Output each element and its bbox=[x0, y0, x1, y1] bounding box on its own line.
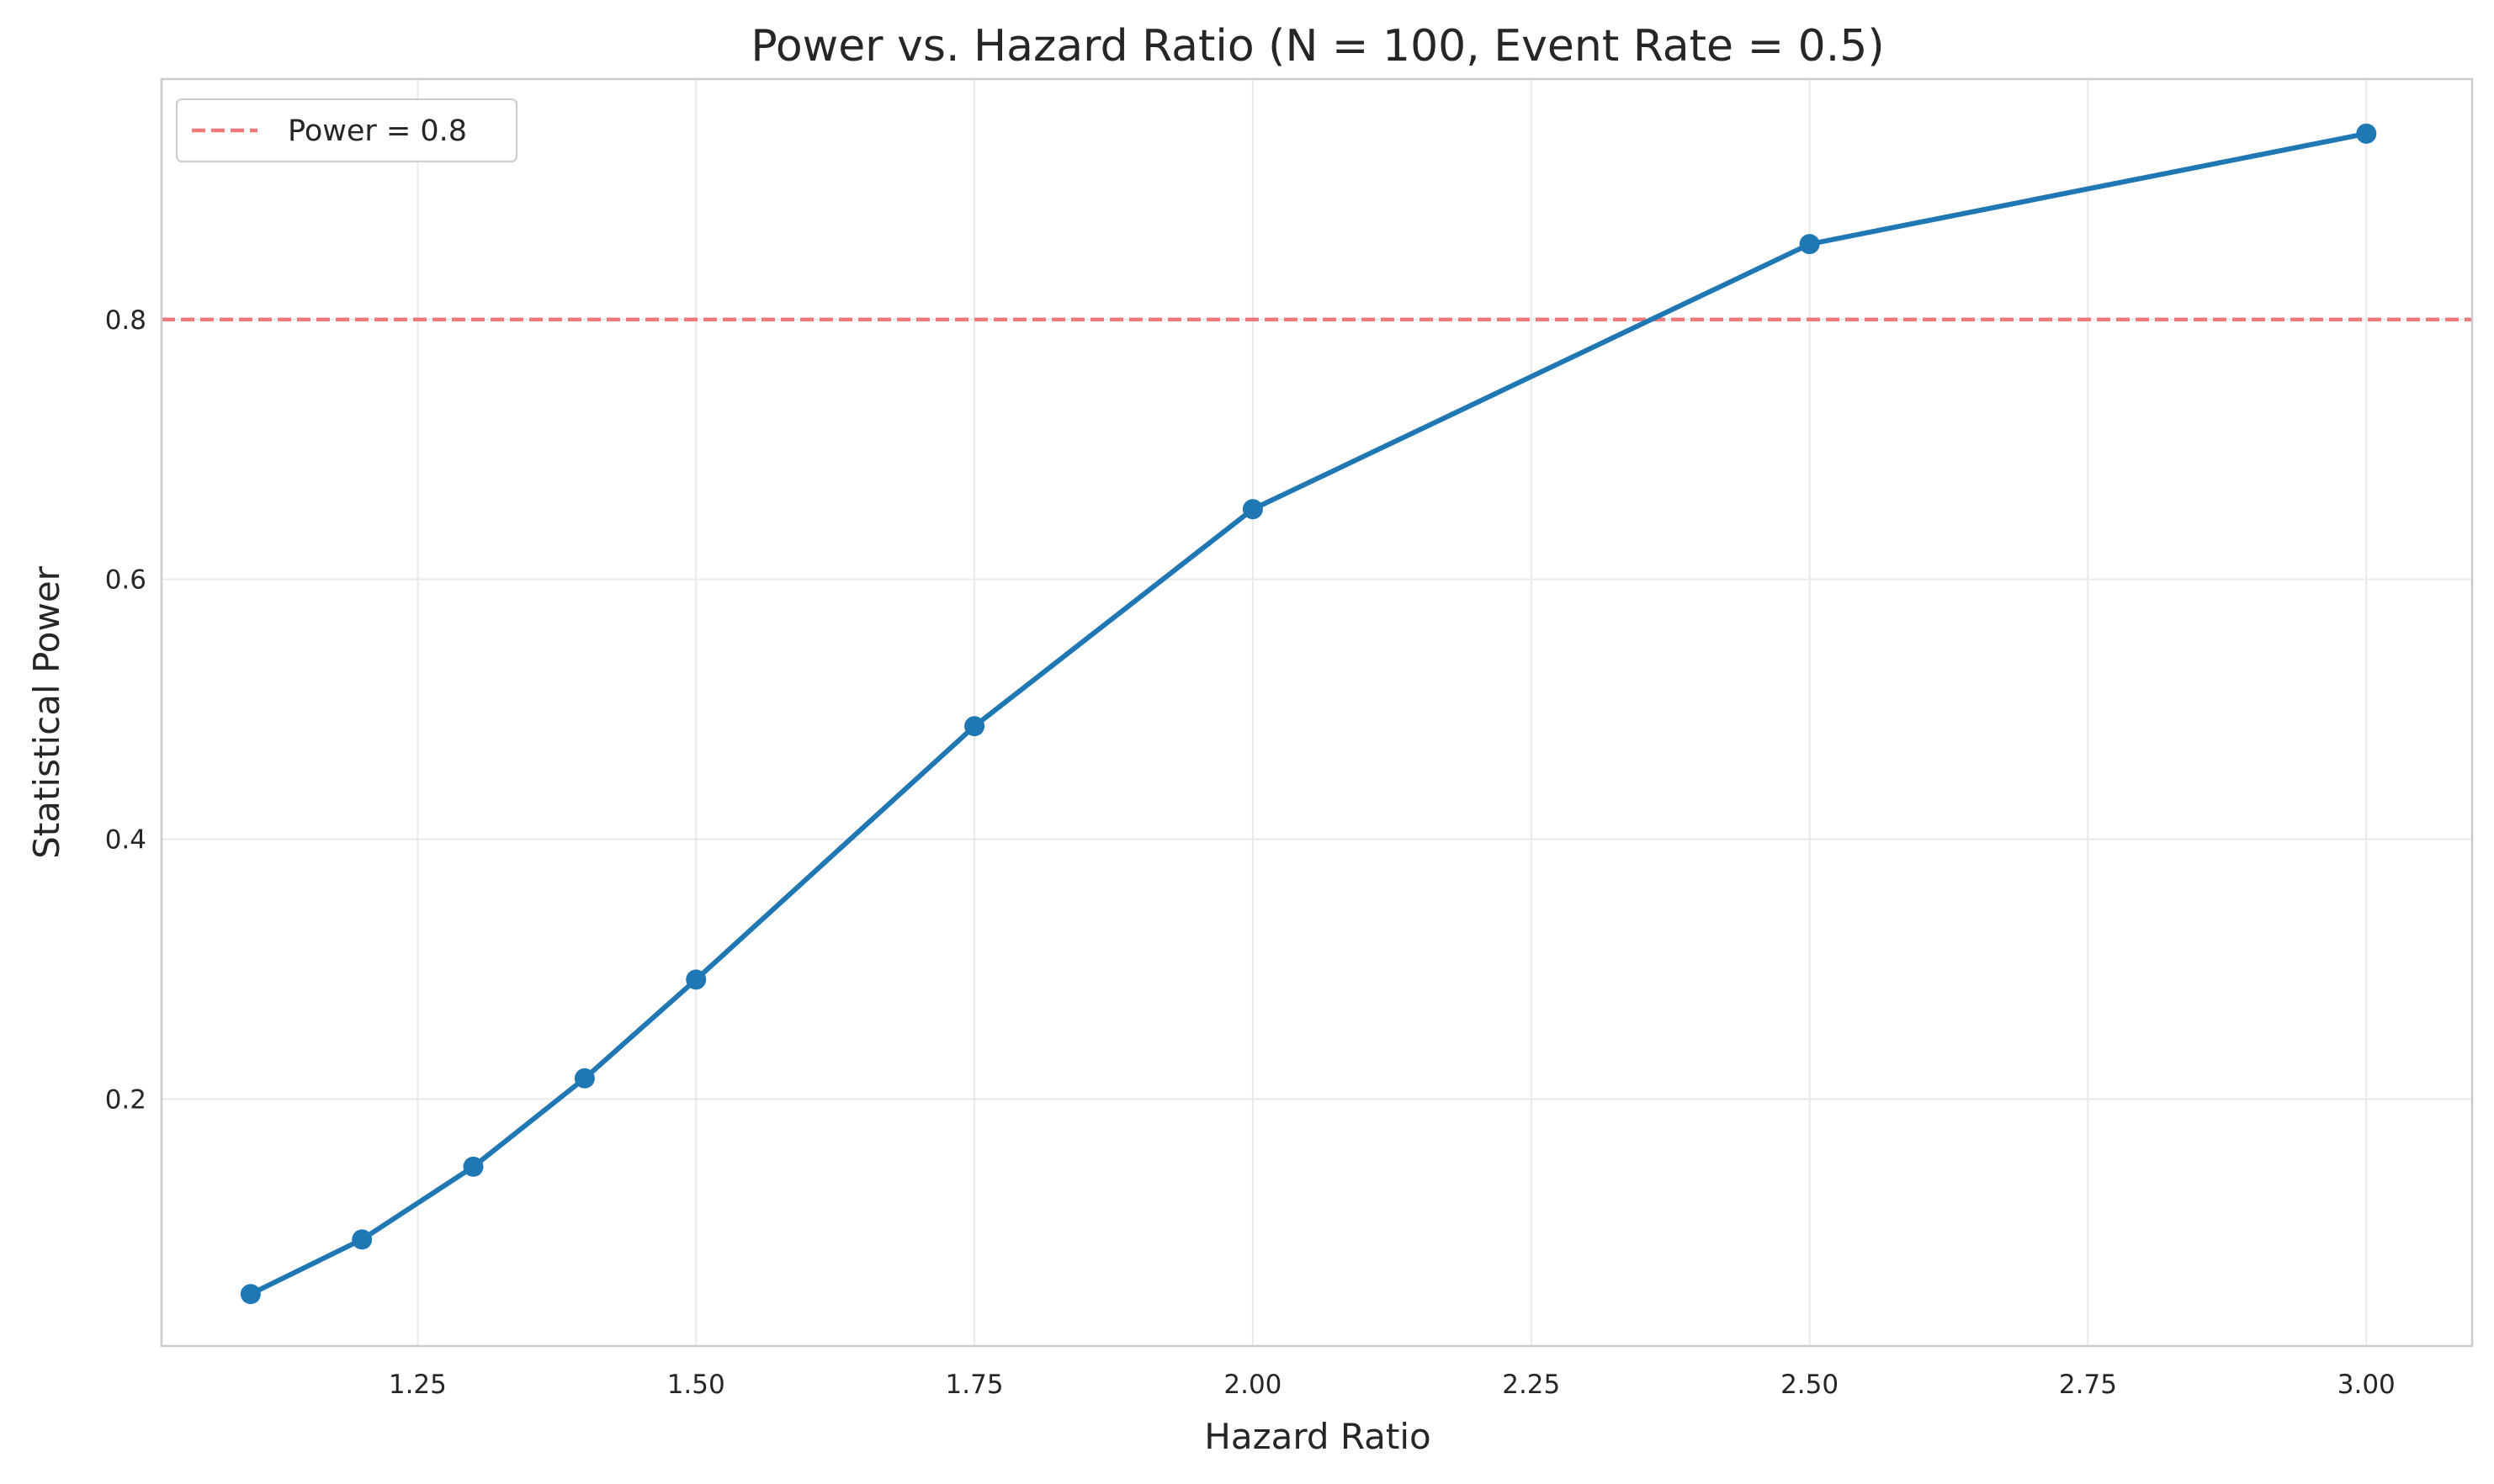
grid-lines bbox=[162, 79, 2472, 1346]
data-point bbox=[964, 716, 985, 737]
data-point bbox=[463, 1156, 484, 1177]
chart-title: Power vs. Hazard Ratio (N = 100, Event R… bbox=[751, 21, 1884, 72]
x-tick-label: 1.75 bbox=[946, 1370, 1004, 1400]
data-point bbox=[352, 1229, 373, 1250]
x-axis-ticks: 1.25 1.50 1.75 2.00 2.25 2.50 2.75 3.00 bbox=[389, 1370, 2396, 1400]
data-point bbox=[686, 969, 707, 990]
series-layer bbox=[240, 123, 2377, 1305]
data-point bbox=[574, 1068, 595, 1089]
x-tick-label: 2.25 bbox=[1502, 1370, 1560, 1400]
y-tick-label: 0.8 bbox=[105, 305, 146, 336]
x-axis-label: Hazard Ratio bbox=[1204, 1416, 1430, 1457]
legend-box bbox=[176, 98, 517, 162]
x-tick-label: 3.00 bbox=[2337, 1370, 2396, 1400]
data-point bbox=[1242, 499, 1263, 520]
x-tick-label: 2.00 bbox=[1223, 1370, 1281, 1400]
y-tick-label: 0.4 bbox=[105, 825, 146, 856]
data-point bbox=[1799, 234, 1820, 255]
y-tick-label: 0.2 bbox=[105, 1085, 146, 1116]
legend: Power = 0.8 bbox=[176, 98, 517, 162]
legend-entry-label: Power = 0.8 bbox=[288, 114, 467, 148]
x-tick-label: 2.50 bbox=[1780, 1370, 1839, 1400]
data-point bbox=[2356, 123, 2377, 144]
y-axis-ticks: 0.2 0.4 0.6 0.8 bbox=[105, 305, 146, 1116]
data-point bbox=[240, 1284, 261, 1305]
y-tick-label: 0.6 bbox=[105, 565, 146, 596]
x-tick-label: 2.75 bbox=[2059, 1370, 2117, 1400]
x-tick-label: 1.25 bbox=[389, 1370, 447, 1400]
x-tick-label: 1.50 bbox=[667, 1370, 725, 1400]
plot-area-frame bbox=[160, 77, 2474, 1348]
y-axis-label: Statistical Power bbox=[26, 565, 67, 859]
